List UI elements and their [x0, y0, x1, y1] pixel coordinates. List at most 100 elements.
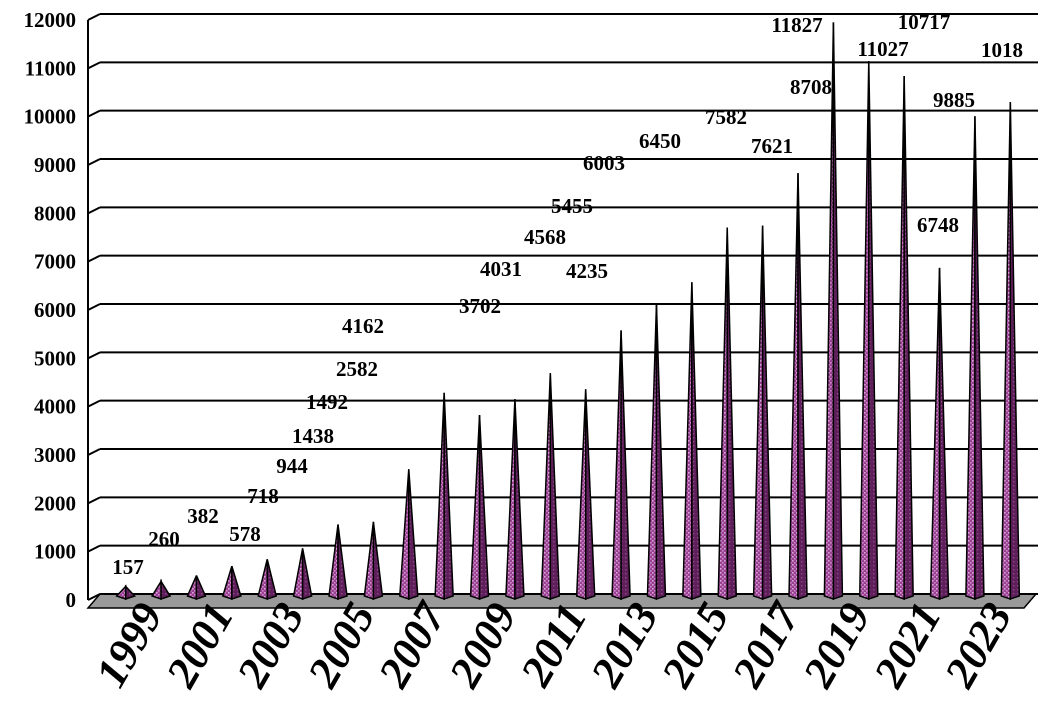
- y-tick-label: 5000: [34, 346, 76, 370]
- data-label-2018: 8708: [790, 75, 832, 99]
- cone-shade: [726, 227, 737, 601]
- gridline-diag-6000: [87, 303, 101, 311]
- cone-shade: [974, 116, 985, 601]
- cone-shade: [195, 575, 207, 601]
- cone-face: [859, 61, 870, 601]
- cone-face: [682, 282, 693, 601]
- x-tick-label: 2019: [793, 594, 880, 696]
- cone-bar-2009: [469, 415, 490, 601]
- cone-face: [363, 521, 375, 601]
- cone-face: [646, 303, 658, 601]
- cone-face: [328, 524, 339, 601]
- cone-bar-2021: [894, 75, 914, 601]
- cone-bar-2010: [505, 399, 525, 601]
- cone-bar-2007: [398, 469, 419, 601]
- gridline-diag-8000: [87, 206, 101, 215]
- cone-bar-1999: [115, 584, 137, 601]
- y-tick-label: 7000: [34, 250, 76, 274]
- cone-face: [115, 584, 127, 601]
- y-tick-label: 3000: [34, 443, 76, 467]
- cone-bar-2023: [965, 116, 985, 601]
- cone-face: [894, 75, 905, 601]
- cone-face: [752, 225, 764, 601]
- gridline-diag-7000: [87, 254, 101, 263]
- data-label-2001: 382: [187, 504, 219, 528]
- data-label-2011: 4568: [524, 225, 566, 249]
- data-label-2015: 6450: [639, 129, 681, 153]
- gridline-diag-5000: [87, 351, 101, 360]
- y-tick-label: 0: [66, 588, 77, 612]
- data-label-2012: 4235: [566, 259, 608, 283]
- data-label-2002: 578: [229, 522, 261, 546]
- cone-bar-2014: [646, 303, 667, 601]
- cone-face: [929, 267, 941, 601]
- cone-shade: [231, 565, 242, 601]
- cone-face: [505, 399, 516, 601]
- data-label-2010: 4031: [480, 257, 522, 281]
- x-tick-label: 2021: [864, 594, 951, 696]
- cone-shade: [1009, 101, 1021, 601]
- y-tick-label: 1000: [34, 540, 76, 564]
- cone-shade: [478, 415, 490, 601]
- data-label-2021: 10717: [898, 10, 951, 34]
- gridline-diag-9000: [87, 158, 101, 166]
- cone-face: [611, 330, 622, 601]
- cone-bar-2004: [292, 548, 313, 601]
- cone-bar-2008: [434, 392, 454, 601]
- y-tick-label: 12000: [24, 8, 77, 32]
- x-tick-label: 2005: [298, 594, 385, 696]
- cone-shade: [584, 389, 596, 601]
- data-label-1999: 157: [112, 555, 144, 579]
- data-label-2019: 11827: [771, 13, 822, 37]
- x-tick-label: 2009: [439, 594, 526, 696]
- data-label-2007: 2582: [336, 357, 378, 381]
- data-label-2013: 5455: [551, 194, 593, 218]
- cone-face: [788, 173, 799, 601]
- y-tick-label: 6000: [34, 298, 76, 322]
- gridline-diag-1000: [87, 544, 101, 553]
- cone-face: [150, 578, 162, 601]
- cone-face: [823, 22, 835, 601]
- cone-bar-2006: [363, 521, 384, 601]
- cone-bar-2005: [328, 524, 348, 601]
- data-label-2022: 6748: [917, 213, 959, 237]
- cone-shade: [691, 282, 702, 601]
- cone-face: [221, 565, 233, 601]
- data-label-2014: 6003: [583, 151, 625, 175]
- cone-bar-2001: [186, 575, 207, 601]
- x-tick-label: 2011: [511, 595, 597, 694]
- x-tick-label: 2001: [156, 594, 243, 696]
- data-label-2003: 718: [247, 484, 279, 508]
- cone-shade: [655, 303, 667, 601]
- data-label-2016: 7582: [705, 105, 747, 129]
- y-tick-label: 9000: [34, 153, 76, 177]
- y-tick-label: 11000: [25, 56, 76, 80]
- cone-shade: [160, 578, 172, 601]
- cone-bar-2020: [859, 61, 879, 601]
- cone-shade: [620, 330, 631, 601]
- data-label-2023: 9885: [933, 88, 975, 112]
- cone-face: [257, 559, 268, 601]
- data-label-2005: 1438: [292, 424, 334, 448]
- cone-shade: [124, 584, 137, 601]
- cone-face: [292, 548, 304, 601]
- gridline-diag-4000: [87, 399, 101, 408]
- y-tick-label: 10000: [24, 105, 77, 129]
- cone-shade: [514, 399, 525, 601]
- cone-bar-2016: [717, 227, 737, 601]
- cone-face: [469, 415, 481, 601]
- cone-bar-2018: [788, 173, 808, 601]
- cone-shade: [372, 521, 384, 601]
- cone-shade: [797, 173, 808, 601]
- data-label-2008: 4162: [342, 314, 384, 338]
- cone-bar-2013: [611, 330, 631, 601]
- gridline-diag-10000: [87, 109, 101, 118]
- data-label-2024: 1018: [981, 38, 1023, 62]
- cone-bar-2012: [575, 389, 596, 601]
- cone-bar-2015: [682, 282, 702, 601]
- cone-face: [540, 373, 552, 601]
- cone-bar-2003: [257, 559, 278, 601]
- cone-face: [717, 227, 728, 601]
- cone-shade: [938, 267, 950, 601]
- cone-shade: [443, 392, 454, 601]
